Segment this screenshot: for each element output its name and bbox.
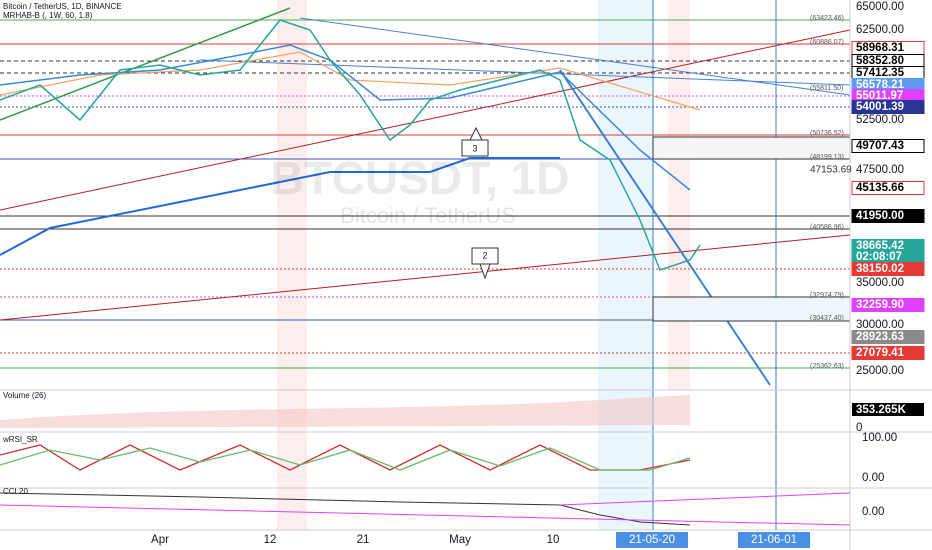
level-label: (25362.63) xyxy=(810,363,844,370)
annotation: 2 xyxy=(482,250,487,260)
price-label-box xyxy=(851,181,925,195)
price-axis-label: 58968.31 xyxy=(856,42,905,54)
level-label: (63423.46) xyxy=(810,15,844,22)
price-axis-label: 45135.66 xyxy=(856,182,904,194)
time-label-box xyxy=(738,532,810,548)
pane-title: wRSI_SR xyxy=(2,435,38,444)
pane-title: CCI 20 xyxy=(3,487,28,496)
price-axis-label: 38150.02 xyxy=(856,263,904,275)
annotation-shape xyxy=(461,126,489,157)
time-axis-label: 12 xyxy=(264,534,277,546)
price-axis-label: 47500.00 xyxy=(856,164,904,176)
volume-area xyxy=(0,395,690,428)
price-axis-label: 55011.97 xyxy=(856,90,903,102)
level-label: (30437.40) xyxy=(810,315,844,322)
volume-last: 353.265K xyxy=(856,404,907,416)
annotation-shape xyxy=(471,247,499,280)
time-axis-label: 21-05-20 xyxy=(629,534,675,546)
level-label: (60886.07) xyxy=(810,39,844,46)
wrsi-axis: 100.00 xyxy=(862,432,897,444)
price-path xyxy=(0,19,701,271)
pane-title: Volume (26) xyxy=(3,391,46,400)
time-axis-label: May xyxy=(449,534,471,546)
cci-axis: 0.00 xyxy=(862,506,884,518)
wrsi-line xyxy=(0,444,691,471)
price-axis-label: 41950.00 xyxy=(856,210,904,222)
wrsi-axis: 0.00 xyxy=(862,472,884,484)
time-axis-label: 10 xyxy=(547,534,560,546)
price-axis-label: 25000.00 xyxy=(856,365,904,377)
watermark: BTCUSDT, 1D xyxy=(270,152,569,204)
price-label-box xyxy=(851,139,925,153)
time-label-box xyxy=(616,532,688,548)
price-axis-label: 54001.39 xyxy=(856,101,904,113)
price-axis-label: 27079.41 xyxy=(856,347,905,359)
highlight-column xyxy=(598,0,653,530)
annotation: 3 xyxy=(472,143,477,153)
price-axis-label: 38665.42 xyxy=(856,240,904,252)
value-box xyxy=(852,403,924,416)
level-label: (48199.13) xyxy=(810,154,844,161)
price-label-box xyxy=(851,346,925,360)
price-axis-label: 28923.63 xyxy=(856,331,904,343)
price-axis-label: 49707.43 xyxy=(856,140,904,152)
price-label-box xyxy=(851,298,925,312)
watermark: Bitcoin / TetherUS xyxy=(340,203,516,228)
price-axis-label: 52500.00 xyxy=(856,114,904,126)
price-label-box xyxy=(851,209,925,223)
price-axis-label: 30000.00 xyxy=(856,319,904,331)
time-axis-label: Apr xyxy=(151,534,169,546)
level-label: (55811.50) xyxy=(810,85,843,92)
symbol-title: Bitcoin / TetherUS, 1D, BINANCE xyxy=(3,2,122,11)
level-label: (40586.96) xyxy=(810,224,844,231)
cci-trend xyxy=(0,504,851,526)
price-axis-label: 56578.21 xyxy=(856,79,905,91)
price-axis-label: 62500.00 xyxy=(856,24,904,36)
price-axis-label: 65000.00 xyxy=(856,1,904,13)
highlight-column xyxy=(277,0,307,530)
price-axis-label: 02:08:07 xyxy=(856,251,902,263)
level-label: (32974.79) xyxy=(810,292,844,299)
volume-axis: 0 xyxy=(856,422,862,434)
price-label-box xyxy=(851,100,925,114)
price-axis-label: 57412.35 xyxy=(856,67,905,79)
price-axis-label: 32259.90 xyxy=(856,299,904,311)
wrsi-signal xyxy=(0,447,691,471)
level-label: (50736.52) xyxy=(810,130,844,137)
price-label-box xyxy=(851,262,925,276)
level-label: 47153.69 xyxy=(810,165,852,176)
highlight-column xyxy=(668,0,690,390)
indicator-title: MRHAB-B (, 1W, 60, 1.8) xyxy=(3,11,93,20)
price-axis-label: 35000.00 xyxy=(856,277,904,289)
price-axis-label: 58352.80 xyxy=(856,55,904,67)
time-axis-label: 21 xyxy=(357,534,370,546)
cci-trend xyxy=(559,492,851,506)
price-label-box xyxy=(851,330,925,344)
time-axis-label: 21-06-01 xyxy=(751,534,797,546)
